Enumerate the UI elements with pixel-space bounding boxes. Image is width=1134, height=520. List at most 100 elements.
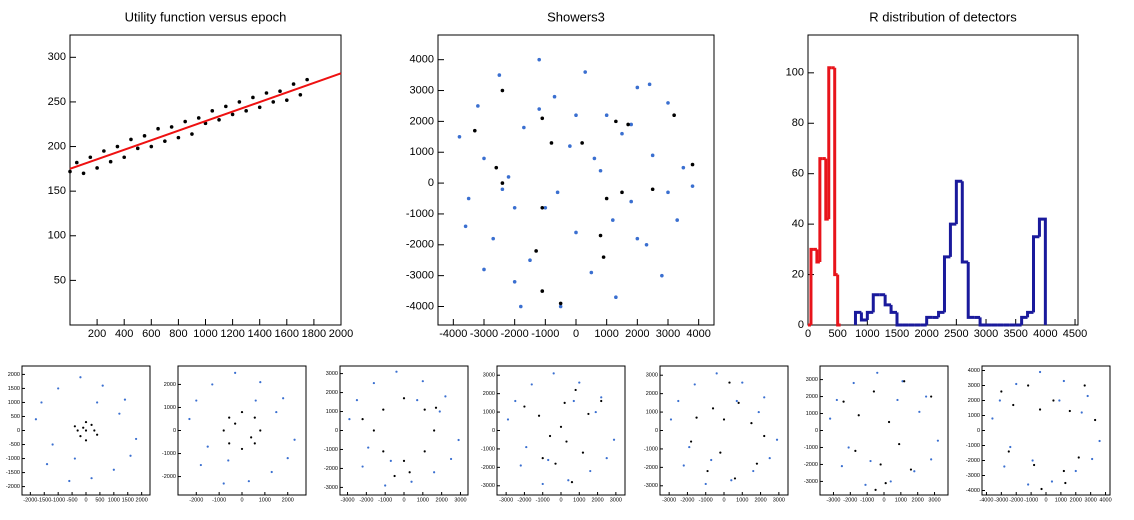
- point: [525, 445, 528, 449]
- point: [434, 406, 438, 409]
- chart-title: R distribution of detectors: [869, 9, 1017, 24]
- point: [757, 410, 760, 414]
- point: [650, 153, 655, 158]
- x-tick-label: 1800: [302, 328, 326, 340]
- point: [305, 77, 309, 82]
- x-tick-label: 0: [240, 497, 243, 503]
- point: [234, 422, 237, 425]
- point: [909, 468, 913, 471]
- point: [574, 230, 578, 235]
- point: [695, 416, 698, 419]
- y-tick-label: 0: [335, 428, 338, 434]
- x-tick-label: 1600: [275, 328, 299, 340]
- y-tick-label: 3000: [326, 371, 338, 377]
- point: [500, 88, 505, 93]
- point: [423, 450, 426, 453]
- point: [457, 438, 460, 442]
- point: [228, 416, 231, 419]
- point: [752, 469, 755, 473]
- point: [514, 399, 517, 403]
- point: [675, 218, 679, 222]
- point: [913, 470, 916, 473]
- point: [592, 156, 597, 161]
- point: [842, 400, 845, 403]
- x-tick-label: 3000: [974, 328, 998, 340]
- point: [1027, 384, 1030, 387]
- point: [149, 144, 154, 149]
- point: [506, 175, 511, 179]
- x-tick-label: 0: [805, 328, 811, 340]
- point: [211, 383, 214, 386]
- x-tick-label: 1000: [108, 497, 120, 503]
- point: [222, 429, 225, 432]
- point: [1098, 439, 1101, 443]
- point: [901, 380, 904, 383]
- hist-bin: [815, 249, 820, 264]
- point: [1040, 487, 1043, 491]
- point: [898, 442, 901, 446]
- x-tick-label: -3000: [340, 497, 354, 503]
- point: [706, 469, 709, 473]
- point: [864, 483, 867, 486]
- point: [135, 146, 140, 151]
- point: [635, 236, 640, 241]
- y-tick-label: -1000: [324, 447, 338, 453]
- point: [101, 384, 104, 387]
- hist-bin: [883, 294, 892, 307]
- point: [589, 270, 594, 275]
- hist-bin: [865, 310, 874, 320]
- x-tick-label: 3000: [610, 497, 622, 503]
- point: [537, 107, 541, 111]
- point: [123, 398, 127, 401]
- point: [534, 249, 538, 253]
- hist-bin: [871, 293, 880, 313]
- x-tick-label: 4000: [686, 328, 710, 340]
- point: [251, 95, 255, 100]
- point: [598, 168, 603, 173]
- point: [998, 399, 1001, 402]
- x-tick-label: 500: [828, 328, 846, 340]
- point: [438, 410, 441, 413]
- point: [677, 399, 680, 403]
- point: [620, 190, 624, 195]
- y-tick-label: 1000: [483, 410, 495, 416]
- point: [604, 113, 609, 118]
- x-tick-label: 3000: [1085, 497, 1097, 503]
- point: [600, 399, 603, 403]
- point: [690, 162, 695, 167]
- x-tick-label: 1500: [885, 328, 909, 340]
- plot-frame: [981, 365, 1111, 496]
- x-tick-label: 500: [95, 497, 104, 503]
- point: [228, 442, 231, 445]
- point: [1058, 399, 1061, 402]
- x-tick-label: 4500: [1063, 328, 1087, 340]
- y-tick-label: -2000: [481, 465, 495, 471]
- y-tick-label: 1000: [164, 405, 176, 411]
- fit-line: [69, 72, 342, 170]
- point: [1000, 390, 1003, 393]
- x-tick-label: -4000: [439, 328, 467, 340]
- point: [408, 471, 411, 474]
- point: [549, 141, 554, 145]
- point: [500, 181, 505, 185]
- y-tick-label: 3000: [806, 377, 818, 383]
- y-tick-label: 2000: [968, 398, 980, 404]
- point: [108, 159, 113, 164]
- y-tick-label: 40: [792, 218, 804, 230]
- point: [497, 73, 502, 77]
- point: [768, 457, 771, 460]
- hist-bin: [1037, 217, 1047, 325]
- y-tick-label: -2000: [6, 484, 20, 490]
- point: [872, 390, 875, 393]
- plot-frame: [659, 365, 789, 496]
- point: [1094, 418, 1097, 422]
- point: [264, 91, 269, 95]
- point: [530, 383, 533, 386]
- x-tick-label: 1000: [736, 497, 748, 503]
- point: [666, 190, 670, 195]
- point: [519, 464, 522, 467]
- point: [741, 381, 744, 384]
- point: [217, 117, 221, 122]
- point: [540, 116, 545, 121]
- point: [463, 224, 468, 229]
